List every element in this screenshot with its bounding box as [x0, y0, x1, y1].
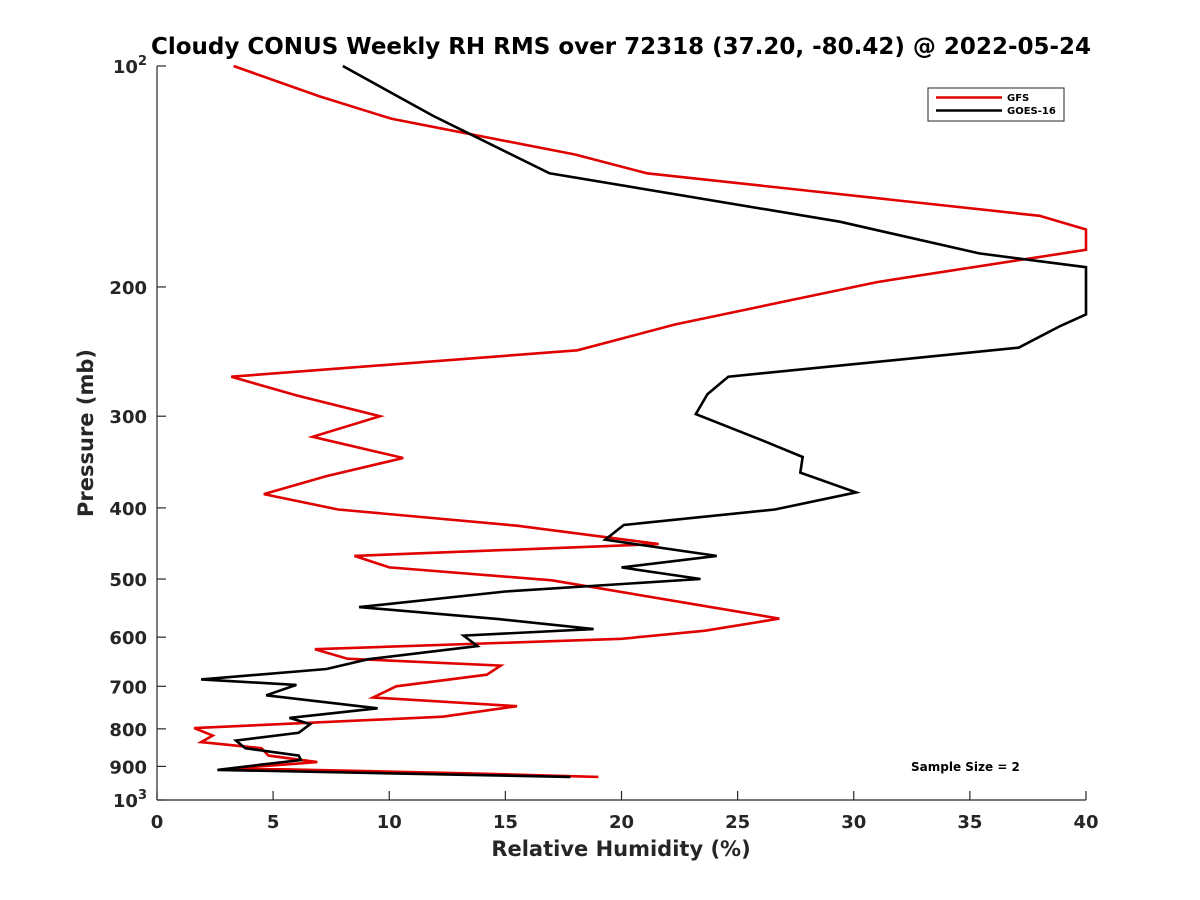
- y-axis-label: Pressure (mb): [74, 349, 98, 517]
- y-tick-label: 400: [109, 499, 147, 520]
- y-tick-label: 103: [113, 788, 147, 812]
- x-tick-label: 15: [493, 812, 518, 833]
- sample-size-annotation: Sample Size = 2: [911, 760, 1020, 774]
- x-ticks-layer: 0 5 10 15 20 25 30 35 40: [151, 791, 1099, 833]
- y-tick-label: 102: [113, 54, 147, 78]
- y-tick-label: 300: [109, 407, 147, 428]
- legend-box: [927, 87, 1065, 122]
- x-tick-label: 5: [267, 812, 280, 833]
- x-tick-label: 30: [841, 812, 866, 833]
- chart-title: Cloudy CONUS Weekly RH RMS over 72318 (3…: [151, 34, 1091, 60]
- x-tick-label: 10: [377, 812, 402, 833]
- plot-area-background: [157, 66, 1086, 800]
- legend-label-gfs: GFS: [1007, 93, 1029, 104]
- y-tick-label: 200: [109, 278, 147, 299]
- x-tick-label: 0: [151, 812, 164, 833]
- y-tick-label: 700: [109, 677, 147, 698]
- y-ticks-layer: 102 200 300 400 500 600 700 800 900 103: [109, 54, 166, 812]
- legend: GFS GOES-16: [927, 87, 1065, 122]
- y-tick-label: 900: [109, 757, 147, 778]
- series-lines-layer: [193, 64, 1088, 779]
- legend-label-goes16: GOES-16: [1007, 106, 1056, 117]
- x-tick-label: 35: [957, 812, 982, 833]
- x-tick-label: 25: [725, 812, 750, 833]
- x-tick-label: 40: [1073, 812, 1098, 833]
- series-line-gfs: [193, 64, 1088, 779]
- x-axis-label: Relative Humidity (%): [491, 837, 750, 861]
- series-line-goes-16: [200, 64, 1088, 779]
- y-tick-label: 800: [109, 720, 147, 741]
- x-tick-label: 20: [609, 812, 634, 833]
- y-tick-label: 500: [109, 570, 147, 591]
- y-tick-label: 600: [109, 628, 147, 649]
